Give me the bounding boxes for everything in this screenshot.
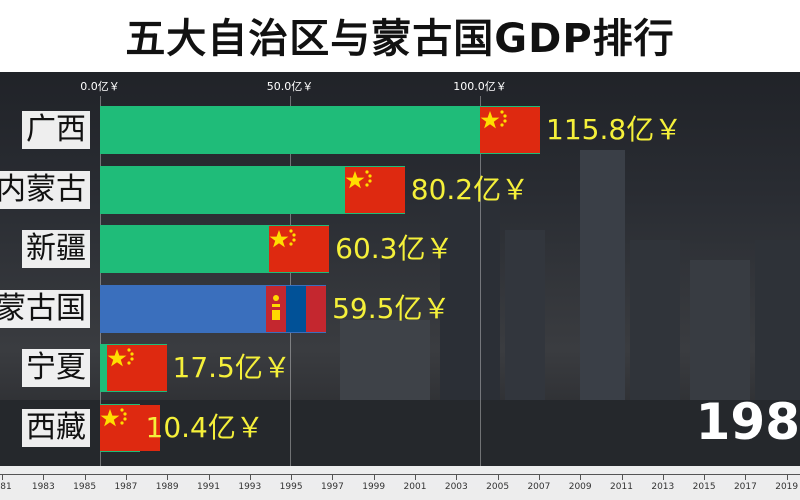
timeline-year-label[interactable]: 2005: [486, 482, 510, 492]
gridline: [480, 96, 481, 466]
timeline-tick: [662, 474, 664, 480]
timeline-tick: [84, 474, 86, 480]
timeline-year-label[interactable]: 81: [0, 482, 12, 492]
timeline-year-label[interactable]: 1991: [197, 482, 220, 492]
mongolia-flag-icon: [266, 285, 327, 332]
value-label: 59.5亿￥: [332, 291, 451, 325]
value-label: 17.5亿￥: [172, 351, 291, 385]
gridline: [100, 96, 101, 466]
timeline-year-label[interactable]: 1985: [73, 482, 97, 492]
timeline-tick: [332, 474, 334, 480]
x-tick-label: 0.0亿￥: [80, 80, 120, 93]
category-label: 广西: [22, 111, 90, 149]
category-label: 新疆: [22, 230, 90, 269]
timeline-year-label[interactable]: 1987: [114, 482, 138, 492]
timeline-year-label[interactable]: 2003: [444, 482, 468, 492]
timeline-tick: [208, 474, 210, 480]
china-flag-icon: [480, 107, 541, 153]
timeline-year-label[interactable]: 2015: [692, 482, 716, 492]
timeline-tick: [415, 474, 416, 480]
china-flag-icon: [106, 345, 167, 392]
timeline-year-label[interactable]: 1997: [320, 482, 344, 492]
timeline-year-label[interactable]: 2019: [775, 482, 799, 492]
china-flag-icon: [269, 226, 330, 273]
timeline-tick: [249, 474, 251, 480]
value-label: 80.2亿￥: [410, 172, 530, 206]
category-label: 西藏: [22, 409, 90, 447]
timeline-tick: [2, 474, 3, 480]
timeline-tick: [621, 474, 623, 480]
timeline-tick: [538, 474, 540, 480]
timeline-year-label[interactable]: 2017: [733, 482, 757, 492]
timeline-tick: [291, 474, 293, 480]
timeline-year-label[interactable]: 2007: [527, 482, 551, 492]
china-flag-icon: [344, 166, 405, 213]
timeline-year-label[interactable]: 1993: [238, 482, 262, 492]
timeline-year-label[interactable]: 1999: [362, 482, 386, 492]
page-title: 五大自治区与蒙古国GDP排行: [125, 16, 675, 62]
timeline-year-label[interactable]: 1983: [31, 482, 55, 492]
timeline-tick: [786, 474, 788, 480]
bar: [100, 106, 541, 154]
timeline-tick: [456, 474, 458, 480]
timeline-year-label[interactable]: 2009: [568, 482, 592, 492]
timeline-tick: [373, 474, 375, 480]
timeline-tick: [497, 474, 499, 480]
title-underline: [0, 70, 800, 72]
timeline-tick: [125, 474, 127, 480]
timeline-year-label[interactable]: 2001: [403, 482, 427, 492]
china-flag-icon: [100, 405, 160, 451]
timeline-track: [0, 474, 800, 475]
x-tick-label: 50.0亿￥: [266, 80, 314, 93]
gridline: [290, 96, 291, 466]
timeline-tick: [704, 474, 706, 480]
category-label: 宁夏: [22, 349, 90, 388]
value-label: 60.3亿￥: [335, 232, 454, 266]
timeline-year-label[interactable]: 2013: [651, 482, 675, 492]
timeline-year-label[interactable]: 1995: [279, 482, 303, 492]
x-tick-label: 100.0亿￥: [453, 80, 507, 93]
year-label: 198: [695, 393, 800, 451]
timeline-tick: [167, 474, 169, 480]
timeline-tick: [580, 474, 582, 480]
timeline-tick: [745, 474, 747, 480]
category-label: 蒙古国: [0, 289, 90, 328]
timeline-tick: [43, 474, 45, 480]
title-bar: 五大自治区与蒙古国GDP排行: [0, 0, 800, 70]
value-label: 10.4亿￥: [145, 411, 264, 444]
category-label: 内蒙古: [0, 170, 90, 209]
timeline-year-label[interactable]: 1989: [155, 482, 179, 492]
timeline-year-label[interactable]: 2011: [610, 482, 633, 492]
value-label: 115.8亿￥: [546, 113, 683, 146]
timeline[interactable]: 81 1983 1985 1987 1989 1991 1993 1995 1997 1999 20…: [0, 466, 800, 500]
